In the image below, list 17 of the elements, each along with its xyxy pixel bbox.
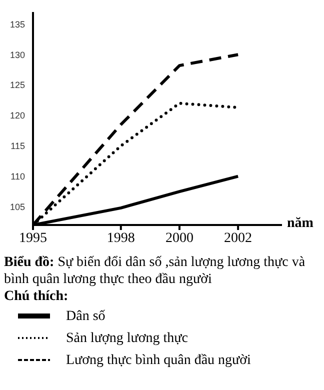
y-tick-label: 125 xyxy=(10,80,25,90)
legend-label: Lương thực bình quân đầu người xyxy=(66,352,251,368)
y-tick-label: 105 xyxy=(10,202,25,212)
text: Biểu đồ: Sự biến đổi dân số ,sản lượng lương thực và bình quân lương thực theo đầu người xyxy=(4,254,306,288)
y-tick-label: 130 xyxy=(10,50,25,60)
legend-label: Sản lượng lương thực xyxy=(66,330,188,346)
legend-title: Chú thích: xyxy=(4,288,70,305)
x-tick-label: 2002 xyxy=(224,230,252,246)
y-tick-label: 120 xyxy=(10,110,25,121)
y-tick-label: 110 xyxy=(10,172,25,182)
x-tick-label: 1995 xyxy=(19,230,47,246)
y-tick-label: 115 xyxy=(10,141,25,152)
x-tick-label: 1998 xyxy=(106,230,135,246)
legend-label: Dân số xyxy=(66,308,106,324)
x-tick-label: 2000 xyxy=(165,230,194,246)
y-tick-label: 135 xyxy=(10,19,25,30)
x-axis-title: năm xyxy=(287,216,314,232)
